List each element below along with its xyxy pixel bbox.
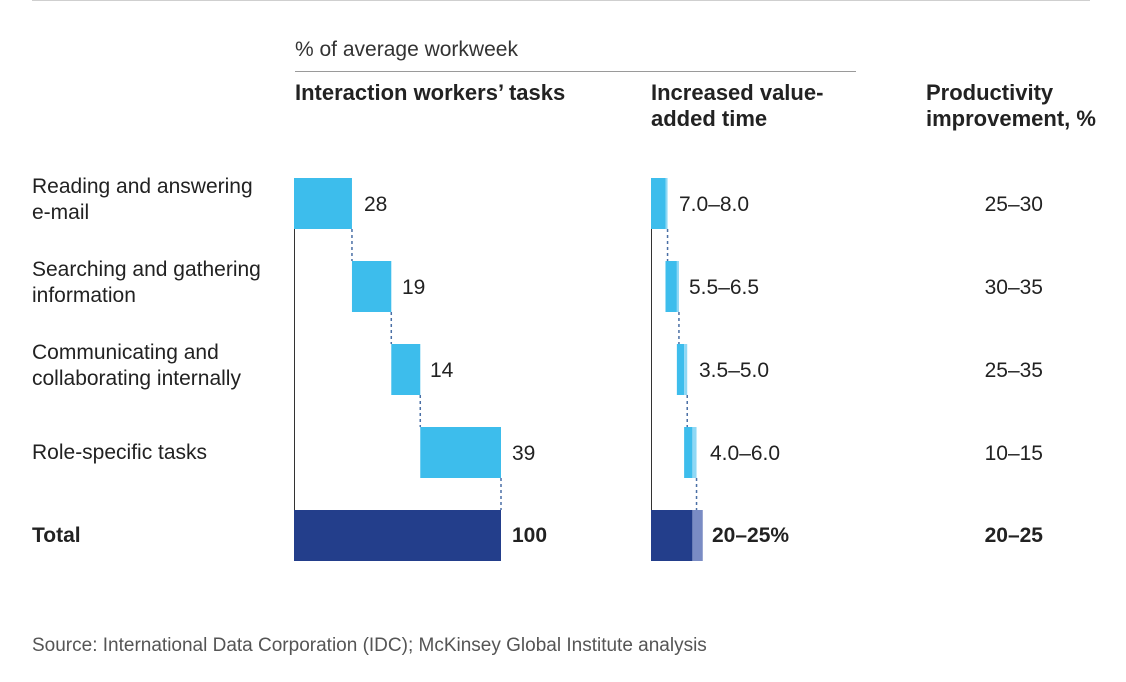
share-label-searching: 19 xyxy=(402,276,426,299)
share-bar-role-specific xyxy=(420,427,501,478)
tasks-column-header: Interaction workers’ tasks xyxy=(295,80,566,105)
row-label-role-specific: Role-specific tasks xyxy=(32,441,208,464)
share-bar-email xyxy=(294,178,352,229)
productivity-label-communicating: 25–35 xyxy=(984,359,1043,382)
value-added-range-role-specific xyxy=(692,427,697,478)
chart-subtitle: % of average workweek xyxy=(295,38,518,61)
value-added-label-role-specific: 4.0–6.0 xyxy=(710,442,781,465)
value-added-bar-communicating xyxy=(676,344,685,395)
share-label-email: 28 xyxy=(364,193,388,216)
share-label-total: 100 xyxy=(512,524,548,547)
value-added-range-communicating xyxy=(684,344,688,395)
share-bar-searching xyxy=(351,261,392,312)
share-bar-total xyxy=(294,510,501,561)
productivity-label-total: 20–25 xyxy=(984,524,1043,547)
productivity-label-searching: 30–35 xyxy=(984,276,1043,299)
share-label-communicating: 14 xyxy=(430,359,454,382)
share-bar-communicating xyxy=(391,344,421,395)
productivity-label-role-specific: 10–15 xyxy=(984,442,1043,465)
value-added-label-communicating: 3.5–5.0 xyxy=(699,359,770,382)
value-added-range-searching xyxy=(676,261,679,312)
productivity-label-email: 25–30 xyxy=(984,193,1043,216)
row-label-total: Total xyxy=(32,524,81,547)
value-added-label-searching: 5.5–6.5 xyxy=(689,276,760,299)
value-added-range-email xyxy=(665,178,668,229)
row-label-communicating: Communicating and collaborating internal… xyxy=(32,341,241,390)
share-label-role-specific: 39 xyxy=(512,442,536,465)
productivity-column-header: Productivity improvement, % xyxy=(926,80,1096,131)
value-added-range-total xyxy=(692,510,703,561)
value-added-column-header: Increased value-added time xyxy=(651,80,824,131)
value-added-bar-email xyxy=(651,178,666,229)
value-added-bar-total xyxy=(651,510,693,561)
value-added-label-total: 20–25% xyxy=(712,524,790,547)
value-added-bar-role-specific xyxy=(684,427,693,478)
source-note: Source: International Data Corporation (… xyxy=(32,635,707,656)
row-label-email: Reading and answering e-mail xyxy=(32,175,253,224)
row-label-searching: Searching and gathering information xyxy=(32,258,261,307)
value-added-bar-searching xyxy=(665,261,677,312)
value-added-label-email: 7.0–8.0 xyxy=(679,193,750,216)
